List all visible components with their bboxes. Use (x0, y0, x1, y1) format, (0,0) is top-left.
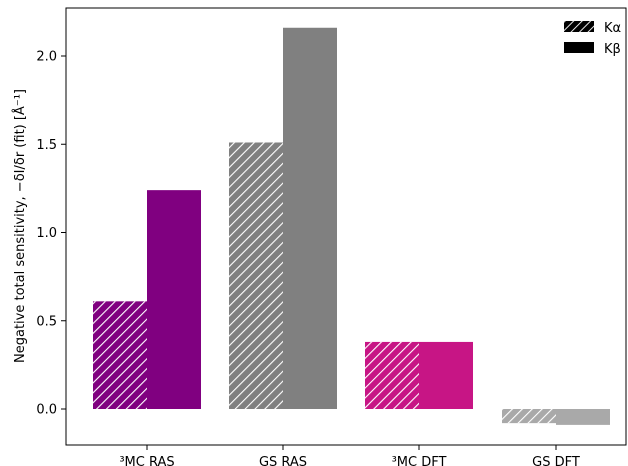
y-tick-label: 1.0 (36, 226, 57, 241)
x-tick-label: ³MC DFT (392, 455, 447, 466)
bar-k-beta-0 (147, 190, 201, 409)
x-axis: ³MC RAS GS RAS ³MC DFT GS DFT (119, 445, 580, 466)
x-tick-label: ³MC RAS (119, 455, 174, 466)
legend-swatch-k-alpha-hatch (564, 21, 594, 32)
bars (93, 27, 610, 425)
legend-label-k-alpha: Kα (604, 21, 621, 36)
y-axis: 0.0 0.5 1.0 1.5 2.0 (36, 50, 66, 418)
x-tick-label: GS DFT (532, 455, 580, 466)
y-tick-label: 1.5 (36, 138, 57, 153)
x-tick-label: GS RAS (259, 455, 307, 466)
bar-hatch-k-alpha-0 (93, 301, 147, 409)
bar-k-beta-1 (283, 27, 337, 409)
legend-label-k-beta: Kβ (604, 42, 621, 57)
bar-hatch-k-alpha-3 (502, 409, 556, 424)
bar-hatch-k-alpha-1 (229, 142, 283, 410)
y-tick-label: 0.0 (36, 403, 57, 418)
y-tick-label: 0.5 (36, 314, 57, 329)
legend-item-k-beta: Kβ (564, 42, 621, 57)
bar-hatch-k-alpha-2 (365, 341, 419, 409)
y-axis-label: Negative total sensitivity, −δI/δr (fit)… (12, 89, 28, 363)
plot-frame (65, 7, 627, 446)
legend-item-k-alpha: Kα (564, 21, 621, 36)
legend: Kα Kβ (564, 21, 621, 57)
bar-k-beta-2 (419, 341, 473, 409)
y-tick-label: 2.0 (36, 50, 57, 65)
bar-k-beta-3 (556, 409, 610, 425)
legend-swatch-k-beta (564, 42, 594, 53)
